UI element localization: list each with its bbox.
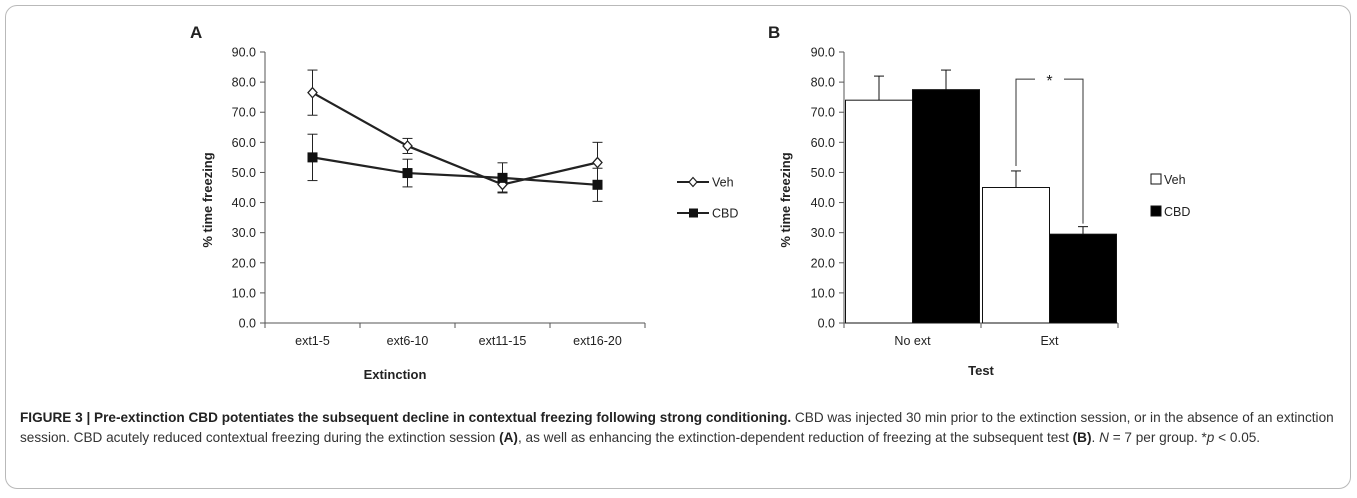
panel-b-legend-swatch (1151, 206, 1161, 216)
panel-a-legend-marker (689, 178, 697, 187)
panel-a-line-cbd (313, 157, 598, 184)
figure-caption: FIGURE 3 | Pre-extinction CBD potentiate… (20, 408, 1340, 448)
panel-b-legend-label: CBD (1164, 205, 1190, 219)
panel-b-bar-chart: B 0.0 10.0 20.0 30.0 40.0 50.0 60.0 70.0 80.0 90.… (768, 23, 1190, 378)
panel-a-legend: Veh CBD (677, 176, 738, 221)
panel-b-significance-star: * (1046, 73, 1052, 90)
panel-a-y-tick-label: 10.0 (232, 286, 256, 300)
panel-b-bar-veh (983, 188, 1050, 324)
panel-b-y-tick-label: 70.0 (811, 106, 835, 120)
panel-a-x-tick-label: ext6-10 (387, 334, 429, 348)
panel-a-point-cbd (403, 168, 413, 178)
panel-a-point-veh (308, 88, 317, 98)
panel-b-x-tick-label: Ext (1040, 334, 1059, 348)
panel-b-x-axis-title: Test (968, 363, 994, 378)
panel-b-legend: Veh CBD (1151, 173, 1190, 219)
panel-a-y-tick-label: 0.0 (239, 317, 256, 331)
caption-text-2: , as well as enhancing the extinction-de… (518, 430, 1073, 445)
panel-a-legend-label: Veh (712, 176, 734, 190)
panel-a-x-tick-labels: ext1-5 ext6-10 ext11-15 ext16-20 (295, 334, 622, 348)
panel-a-axes (260, 52, 645, 328)
panel-a-point-cbd (308, 152, 318, 162)
caption-label: FIGURE 3 | Pre-extinction CBD potentiate… (20, 410, 791, 425)
panel-a-legend-marker (689, 209, 698, 218)
panel-b-y-tick-label: 60.0 (811, 136, 835, 150)
panel-a-line-chart: A 0.0 10.0 20.0 30.0 40.0 50.0 60.0 70.0 80.0 90.… (190, 23, 738, 382)
panel-b-y-tick-label: 90.0 (811, 46, 835, 60)
panel-b-y-tick-labels: 0.0 10.0 20.0 30.0 40.0 50.0 60.0 70.0 80.0 90.0 (811, 46, 835, 331)
panel-a-y-tick-label: 40.0 (232, 196, 256, 210)
panel-a-y-tick-labels: 0.0 10.0 20.0 30.0 40.0 50.0 60.0 70.0 80.0 90.0 (232, 46, 256, 331)
panel-b-y-tick-label: 0.0 (818, 317, 835, 331)
panel-a-x-tick-label: ext11-15 (479, 334, 527, 348)
panel-a-y-tick-label: 90.0 (232, 46, 256, 60)
panel-a-point-cbd (593, 180, 603, 190)
panel-b-y-tick-label: 50.0 (811, 166, 835, 180)
panel-a-letter: A (190, 23, 202, 42)
caption-n-variable: N (1099, 430, 1109, 445)
panel-b-bar-cbd (1050, 234, 1117, 323)
panel-b-x-tick-label: No ext (894, 334, 931, 348)
panel-a-y-tick-label: 70.0 (232, 106, 256, 120)
panel-a-line-veh (313, 93, 598, 185)
panel-b-bracket-right (1064, 79, 1083, 224)
panel-a-y-tick-label: 60.0 (232, 136, 256, 150)
panel-b-bar-cbd (913, 90, 980, 323)
panel-a-series-lines (313, 93, 598, 185)
panel-b-y-tick-label: 40.0 (811, 196, 835, 210)
panel-a-y-axis-title: % time freezing (200, 152, 215, 247)
caption-text-4: = 7 per group. * (1109, 430, 1207, 445)
figure-charts: A 0.0 10.0 20.0 30.0 40.0 50.0 60.0 70.0 80.0 90.… (0, 0, 1357, 400)
panel-b-bracket-left (1016, 79, 1035, 166)
panel-a-x-tick-label: ext16-20 (573, 334, 622, 348)
panel-b-y-tick-label: 30.0 (811, 226, 835, 240)
panel-a-point-cbd (498, 173, 508, 183)
panel-a-y-tick-label: 50.0 (232, 166, 256, 180)
caption-ref-a: (A) (499, 430, 518, 445)
panel-b-bar-veh (846, 100, 913, 323)
panel-b-y-tick-label: 10.0 (811, 286, 835, 300)
caption-ref-b: (B) (1073, 430, 1092, 445)
panel-b-legend-label: Veh (1164, 173, 1186, 187)
panel-a-legend-label: CBD (712, 207, 738, 221)
panel-a-x-tick-label: ext1-5 (295, 334, 330, 348)
panel-a-point-veh (593, 158, 602, 168)
panel-a-point-veh (403, 141, 412, 151)
panel-b-y-tick-label: 20.0 (811, 256, 835, 270)
caption-text-3: . (1092, 430, 1100, 445)
panel-a-x-axis-title: Extinction (364, 367, 427, 382)
panel-b-legend-swatch (1151, 174, 1161, 184)
panel-b-y-tick-label: 80.0 (811, 76, 835, 90)
panel-a-y-tick-label: 80.0 (232, 76, 256, 90)
panel-a-y-tick-label: 30.0 (232, 226, 256, 240)
caption-text-5: < 0.05. (1214, 430, 1260, 445)
panel-a-y-tick-label: 20.0 (232, 256, 256, 270)
panel-b-x-tick-labels: No ext Ext (894, 334, 1059, 348)
panel-b-y-axis-title: % time freezing (778, 152, 793, 247)
panel-b-letter: B (768, 23, 780, 42)
panel-b-bars (846, 90, 1117, 323)
